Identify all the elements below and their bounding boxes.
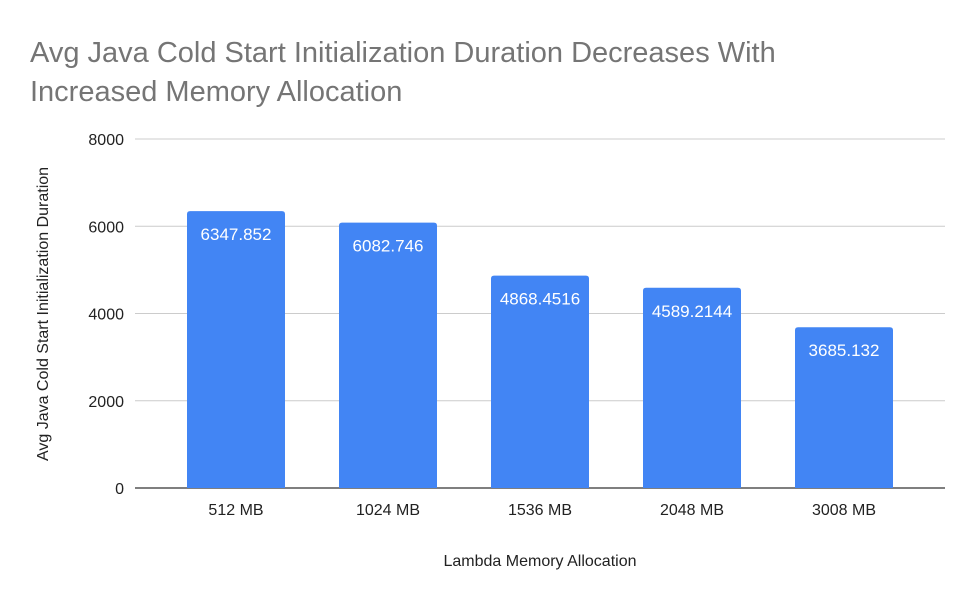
bars: 6347.852 6082.746 4868.4516 4589.2144 3685.1… bbox=[187, 211, 893, 489]
x-tick-label: 512 MB bbox=[208, 502, 263, 519]
data-label: 4868.4516 bbox=[500, 290, 580, 309]
x-tick-label: 2048 MB bbox=[660, 502, 724, 519]
bar bbox=[491, 275, 589, 488]
y-axis-label: Avg Java Cold Start Initialization Durat… bbox=[35, 167, 52, 461]
y-tick-labels: 0 2000 4000 6000 8000 bbox=[88, 132, 124, 498]
y-tick-label: 4000 bbox=[88, 307, 124, 324]
data-label: 3685.132 bbox=[809, 341, 880, 360]
bar bbox=[187, 211, 285, 488]
bar bbox=[795, 327, 893, 488]
y-tick-label: 2000 bbox=[88, 394, 124, 411]
bar bbox=[339, 222, 437, 489]
chart-title-line-2: Increased Memory Allocation bbox=[30, 76, 402, 108]
bar bbox=[643, 287, 741, 488]
y-tick-label: 6000 bbox=[88, 219, 124, 236]
x-tick-label: 3008 MB bbox=[812, 502, 876, 519]
data-label: 6347.852 bbox=[201, 225, 272, 244]
data-label: 6082.746 bbox=[353, 237, 424, 256]
data-label: 4589.2144 bbox=[652, 302, 732, 321]
y-tick-label: 0 bbox=[115, 481, 124, 498]
x-axis-label: Lambda Memory Allocation bbox=[444, 553, 637, 570]
x-tick-label: 1024 MB bbox=[356, 502, 420, 519]
chart-title-line-1: Avg Java Cold Start Initialization Durat… bbox=[30, 37, 776, 69]
x-tick-label: 1536 MB bbox=[508, 502, 572, 519]
y-tick-label: 8000 bbox=[88, 132, 124, 149]
x-tick-labels: 512 MB 1024 MB 1536 MB 2048 MB 3008 MB bbox=[208, 502, 876, 519]
